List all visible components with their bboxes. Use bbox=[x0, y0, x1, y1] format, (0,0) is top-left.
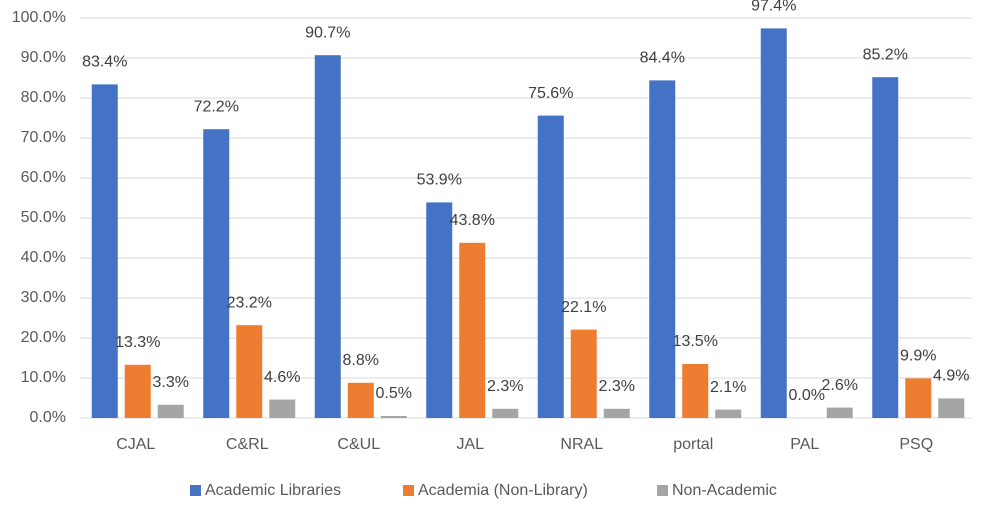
bar bbox=[380, 416, 407, 418]
legend-label: Academia (Non-Library) bbox=[418, 482, 588, 499]
x-tick-label: PAL bbox=[790, 436, 819, 453]
data-label: 43.8% bbox=[450, 212, 495, 229]
data-label: 53.9% bbox=[417, 172, 462, 189]
bar bbox=[603, 408, 630, 418]
bar bbox=[236, 325, 263, 418]
y-tick-label: 10.0% bbox=[21, 369, 66, 386]
bar bbox=[826, 407, 853, 418]
data-label: 2.3% bbox=[487, 378, 523, 395]
y-tick-label: 100.0% bbox=[12, 9, 66, 26]
bar bbox=[157, 404, 184, 418]
data-label: 13.3% bbox=[115, 334, 160, 351]
data-label: 22.1% bbox=[561, 299, 606, 316]
y-tick-label: 30.0% bbox=[21, 289, 66, 306]
data-label: 13.5% bbox=[673, 333, 718, 350]
bar bbox=[91, 84, 118, 419]
x-tick-label: C&UL bbox=[337, 436, 380, 453]
data-label: 75.6% bbox=[528, 85, 573, 102]
data-label: 3.3% bbox=[153, 374, 189, 391]
y-tick-label: 40.0% bbox=[21, 249, 66, 266]
data-label: 2.1% bbox=[710, 379, 746, 396]
legend-swatch bbox=[403, 485, 414, 496]
bar bbox=[426, 202, 453, 418]
bar bbox=[938, 398, 965, 418]
data-label: 85.2% bbox=[863, 46, 908, 63]
y-tick-label: 90.0% bbox=[21, 49, 66, 66]
bar bbox=[570, 329, 597, 418]
bar bbox=[537, 115, 564, 418]
bar bbox=[649, 80, 676, 419]
bar bbox=[715, 409, 742, 418]
bar bbox=[905, 378, 932, 418]
bar bbox=[492, 408, 519, 418]
data-label: 9.9% bbox=[900, 348, 936, 365]
y-tick-label: 50.0% bbox=[21, 209, 66, 226]
bar bbox=[760, 28, 787, 419]
y-tick-label: 80.0% bbox=[21, 89, 66, 106]
data-label: 23.2% bbox=[227, 294, 272, 311]
data-label: 4.9% bbox=[933, 368, 969, 385]
data-label: 72.2% bbox=[194, 98, 239, 115]
data-label: 84.4% bbox=[640, 50, 685, 67]
x-tick-label: CJAL bbox=[116, 436, 155, 453]
legend-label: Non-Academic bbox=[672, 482, 777, 499]
y-tick-label: 0.0% bbox=[30, 409, 66, 426]
legend-label: Academic Libraries bbox=[205, 482, 341, 499]
y-tick-label: 60.0% bbox=[21, 169, 66, 186]
y-tick-label: 70.0% bbox=[21, 129, 66, 146]
data-label: 90.7% bbox=[305, 24, 350, 41]
bar bbox=[124, 364, 151, 418]
legend-swatch bbox=[657, 485, 668, 496]
bar bbox=[347, 382, 374, 418]
data-label: 4.6% bbox=[264, 369, 300, 386]
data-label: 0.0% bbox=[789, 387, 825, 404]
bar bbox=[872, 77, 899, 418]
data-label: 0.5% bbox=[376, 385, 412, 402]
bar bbox=[269, 399, 296, 418]
x-tick-label: C&RL bbox=[226, 436, 269, 453]
y-tick-label: 20.0% bbox=[21, 329, 66, 346]
bar bbox=[203, 129, 230, 418]
legend-swatch bbox=[190, 485, 201, 496]
data-label: 2.6% bbox=[822, 377, 858, 394]
bar bbox=[314, 55, 341, 418]
data-label: 97.4% bbox=[751, 0, 796, 15]
x-tick-label: JAL bbox=[456, 436, 484, 453]
data-label: 8.8% bbox=[343, 352, 379, 369]
data-label: 83.4% bbox=[82, 54, 127, 71]
x-tick-label: portal bbox=[673, 436, 713, 453]
x-tick-label: PSQ bbox=[899, 436, 933, 453]
bar bbox=[459, 242, 486, 418]
data-label: 2.3% bbox=[599, 378, 635, 395]
x-tick-label: NRAL bbox=[560, 436, 603, 453]
bar bbox=[682, 364, 709, 418]
